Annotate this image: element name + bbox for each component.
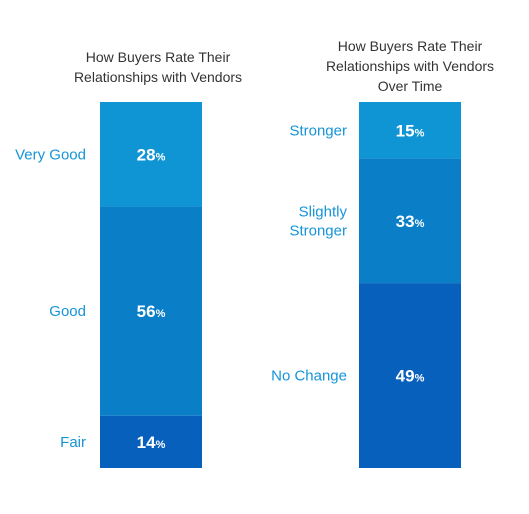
category-label: Good: [49, 303, 86, 320]
data-label-unit: %: [415, 127, 425, 139]
data-label-unit: %: [156, 439, 166, 451]
bar-segment-very-good: [100, 102, 202, 207]
category-label: Slightly Stronger: [289, 203, 347, 239]
data-label-unit: %: [415, 218, 425, 230]
data-label-unit: %: [415, 373, 425, 385]
chart-title-line: Relationships with Vendors: [74, 69, 242, 85]
chart-title: How Buyers Rate Their Relationships with …: [326, 38, 494, 94]
bar-segment-stronger: [359, 102, 461, 159]
chart-title-line: How Buyers Rate Their: [86, 49, 231, 65]
data-label-value: 56: [137, 302, 156, 321]
bar-segment-no-change: [359, 283, 461, 468]
category-label: No Change: [271, 368, 347, 385]
data-label-value: 49: [396, 367, 415, 386]
stacked-bar-chart-2: How Buyers Rate Their Relationships with …: [271, 38, 494, 468]
bar-segment-slightly-stronger: [359, 158, 461, 284]
data-label: 15%: [396, 121, 425, 140]
category-label: Very Good: [15, 146, 86, 163]
chart-title-line: Relationships with Vendors: [326, 58, 494, 74]
data-label: 49%: [396, 367, 425, 386]
data-label: 28%: [137, 145, 166, 164]
data-label-value: 14: [137, 433, 156, 452]
chart-title-line: Over Time: [378, 78, 443, 94]
data-label: 56%: [137, 302, 166, 321]
data-label-value: 28: [137, 145, 156, 164]
data-label-value: 15: [396, 121, 415, 140]
chart-title: How Buyers Rate Their Relationships with …: [74, 49, 242, 85]
category-label-line: Slightly: [299, 203, 348, 220]
category-label: Fair: [60, 434, 86, 451]
data-label: 14%: [137, 433, 166, 452]
data-label-unit: %: [156, 308, 166, 320]
chart-title-line: How Buyers Rate Their: [338, 38, 483, 54]
bar-segment-good: [100, 206, 202, 416]
data-label-unit: %: [156, 151, 166, 163]
bar-segment-fair: [100, 415, 202, 468]
data-label: 33%: [396, 212, 425, 231]
category-label: Stronger: [289, 122, 347, 139]
data-label-value: 33: [396, 212, 415, 231]
stacked-bar-chart-1: How Buyers Rate Their Relationships with …: [15, 49, 242, 468]
category-label-line: Stronger: [289, 222, 347, 239]
